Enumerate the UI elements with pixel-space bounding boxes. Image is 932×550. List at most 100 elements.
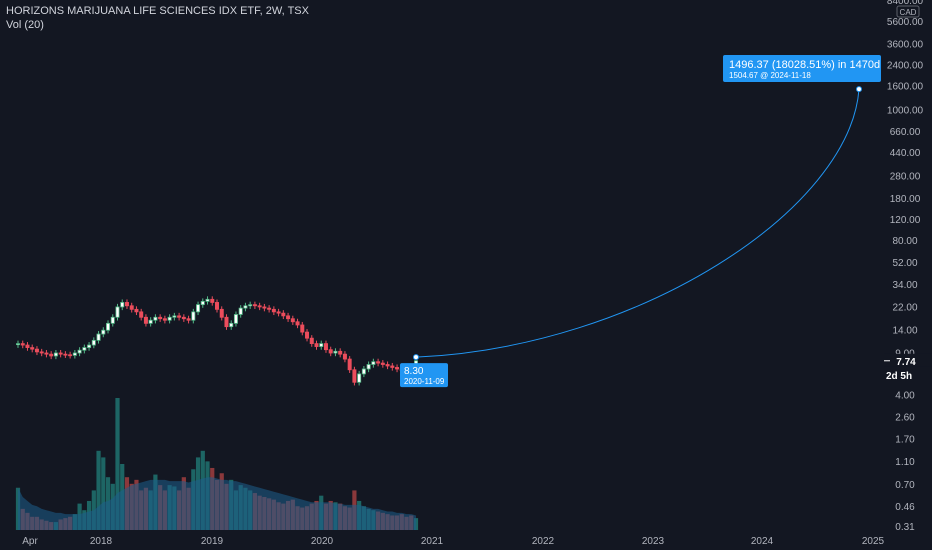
- y-tick-label: 280.00: [890, 171, 921, 182]
- y-tick-label: 660.00: [890, 127, 921, 138]
- candle: [281, 310, 286, 320]
- y-tick-label: 34.00: [892, 280, 917, 291]
- candle-body: [295, 321, 300, 326]
- candle: [380, 360, 385, 368]
- candle-body: [371, 361, 376, 365]
- candle: [385, 361, 390, 370]
- y-tick-label: 1000.00: [887, 106, 924, 117]
- candle-body: [395, 367, 400, 370]
- volume-bar: [115, 398, 120, 530]
- candle: [238, 305, 243, 318]
- candle: [300, 321, 305, 336]
- candle-body: [267, 307, 272, 310]
- candle-body: [30, 347, 35, 350]
- candle-body: [314, 343, 319, 347]
- x-tick-label: 2018: [90, 536, 113, 547]
- candle: [319, 340, 324, 350]
- candle-body: [328, 349, 333, 354]
- candle-body: [309, 337, 314, 345]
- candle-body: [361, 368, 366, 375]
- candle: [214, 299, 219, 313]
- candle: [352, 366, 357, 386]
- candle-body: [276, 311, 281, 314]
- start-point-marker[interactable]: [413, 354, 419, 361]
- candle: [361, 365, 366, 378]
- currency-label: CAD: [900, 8, 917, 17]
- candle-body: [233, 314, 238, 324]
- candle: [181, 314, 186, 322]
- y-tick-label: 52.00: [892, 258, 917, 269]
- candle: [276, 308, 281, 317]
- candle-body: [96, 333, 101, 341]
- candle-body: [39, 351, 44, 354]
- symbol-title[interactable]: HORIZONS MARIJUANA LIFE SCIENCES IDX ETF…: [6, 5, 309, 17]
- currency-box[interactable]: [896, 5, 920, 18]
- candle-body: [77, 349, 82, 354]
- candle: [167, 314, 172, 324]
- candle: [366, 361, 371, 373]
- x-tick-label: 2022: [532, 536, 555, 547]
- candle: [87, 342, 92, 351]
- y-tick-label: 2400.00: [887, 61, 924, 72]
- chart-header: HORIZONS MARIJUANA LIFE SCIENCES IDX ETF…: [6, 4, 309, 32]
- candle: [305, 329, 310, 342]
- candle-body: [376, 361, 381, 364]
- candle-body: [252, 304, 257, 307]
- candle-body: [134, 308, 139, 313]
- candle: [82, 344, 87, 354]
- y-tick-label: 1.70: [895, 434, 915, 445]
- candle-body: [87, 344, 92, 348]
- candle: [338, 348, 343, 358]
- candle-body: [191, 311, 196, 321]
- candle-body: [129, 305, 134, 310]
- candle-body: [148, 319, 153, 324]
- candle: [205, 296, 210, 305]
- candle-body: [49, 353, 54, 357]
- candle: [115, 303, 120, 321]
- candle-body: [224, 316, 229, 328]
- candle-body: [68, 354, 73, 357]
- volume-indicator-label[interactable]: Vol (20): [6, 19, 44, 31]
- candle-body: [34, 348, 39, 353]
- candle-body: [214, 302, 219, 310]
- candle: [96, 331, 101, 344]
- candle-body: [158, 316, 163, 320]
- candle: [49, 351, 54, 360]
- candle-body: [115, 306, 120, 318]
- volume-bar: [101, 457, 106, 530]
- candle: [357, 370, 362, 386]
- candle: [243, 302, 248, 312]
- candle: [158, 314, 163, 322]
- candle: [25, 342, 30, 351]
- y-tick-label: 3600.00: [887, 40, 924, 51]
- last-price-label: 7.74: [896, 357, 916, 368]
- x-tick-label: Apr: [22, 536, 38, 547]
- candle-body: [262, 306, 267, 309]
- candle-body: [357, 373, 362, 383]
- end-target-label: 1504.67 @ 2024-11-18: [729, 71, 811, 80]
- x-tick-label: 2021: [421, 536, 444, 547]
- candle: [177, 312, 182, 321]
- candle: [309, 335, 314, 347]
- candle: [124, 299, 129, 309]
- countdown-label: 2d 5h: [886, 371, 912, 382]
- candle-body: [300, 324, 305, 333]
- candle-body: [243, 305, 248, 309]
- candle: [286, 312, 291, 322]
- y-tick-label: 180.00: [890, 194, 921, 205]
- end-point-marker[interactable]: [856, 86, 862, 93]
- candle: [143, 314, 148, 327]
- candle: [395, 364, 400, 373]
- candle-body: [106, 322, 111, 331]
- candle-body: [91, 339, 96, 346]
- y-tick-label: 0.46: [895, 502, 915, 513]
- candle: [200, 298, 205, 308]
- x-tick-label: 2025: [862, 536, 885, 547]
- time-axis: Apr 2018 2019 2020 2021 2022 2023 2024 2025: [22, 536, 884, 547]
- candle-body: [20, 343, 25, 346]
- candle: [162, 315, 167, 324]
- candle-body: [338, 350, 343, 355]
- candle: [134, 306, 139, 316]
